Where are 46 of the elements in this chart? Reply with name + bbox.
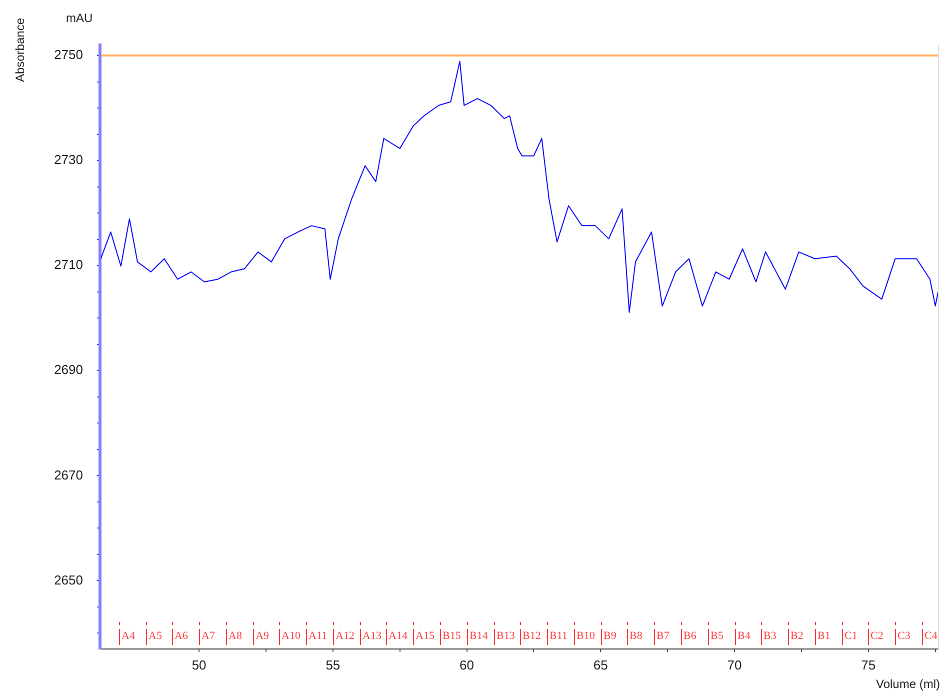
ref-line-label: C2 (870, 630, 884, 642)
ref-line-label: A9 (256, 630, 270, 642)
ref-line-label: C1 (844, 630, 858, 642)
ref-line-label: B9 (604, 630, 617, 642)
ref-line-label: B8 (630, 630, 643, 642)
ref-line-label: B4 (738, 630, 751, 642)
ref-line-label: B5 (710, 630, 724, 642)
y-tick-label: 2670 (54, 467, 83, 482)
ref-line-label: B1 (818, 630, 830, 642)
y-tick-label: 2650 (54, 572, 83, 588)
x-axis-title: Volume (ml) (876, 677, 940, 691)
x-tick-label: 50 (192, 657, 206, 672)
ref-line-label: A15 (416, 630, 435, 642)
x-tick-label: 75 (861, 657, 876, 672)
y-tick-label: 2690 (54, 362, 83, 378)
y-axis-title: Absorbance (13, 18, 27, 82)
ref-line-label: A10 (282, 630, 301, 642)
x-tick-label: 55 (326, 657, 340, 672)
y-tick-label: 2710 (54, 257, 83, 272)
x-tick-label: 70 (727, 657, 742, 672)
ref-line-label: B2 (790, 630, 804, 642)
ref-line-label: A5 (148, 630, 162, 642)
y-tick-label: 2730 (54, 152, 83, 168)
ref-line-label: C4 (924, 630, 938, 642)
ref-line-label: B11 (550, 630, 568, 642)
ref-line-label: A13 (362, 630, 382, 642)
ref-line-label: A4 (122, 630, 136, 642)
text: mAU (66, 11, 93, 25)
ref-line-label: B10 (576, 630, 596, 642)
x-tick-label: 65 (593, 657, 608, 672)
ref-line-label: B15 (442, 630, 462, 642)
ref-line-label: B13 (496, 630, 516, 642)
ref-line-label: A14 (388, 630, 408, 642)
ref-line-label: B7 (656, 630, 670, 642)
ref-line-label: B6 (684, 630, 697, 642)
x-tick-label: 60 (460, 657, 474, 672)
ref-line-label: B14 (470, 630, 488, 642)
ref-line-label: A7 (202, 630, 216, 642)
y-tick-label: 2750 (54, 47, 83, 62)
ref-line-label: B12 (522, 630, 541, 642)
ref-line-label: B3 (764, 630, 777, 642)
ref-line-label: A12 (336, 630, 354, 642)
ref-line-label: A8 (228, 630, 242, 642)
ref-line-label: C3 (898, 630, 911, 642)
ref-line-label: A11 (308, 630, 328, 642)
ref-line-label: A6 (174, 630, 188, 642)
